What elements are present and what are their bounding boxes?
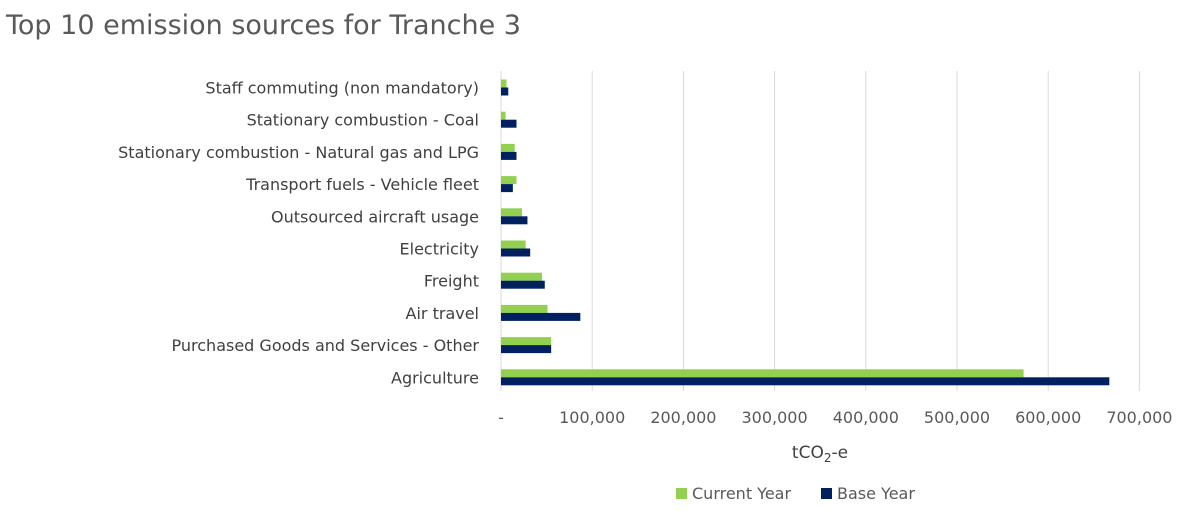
bar-current-year-0	[501, 79, 507, 88]
bar-current-year-4	[501, 208, 522, 217]
legend-item-current-year[interactable]: Current Year	[676, 484, 791, 503]
legend-item-base-year[interactable]: Base Year	[821, 484, 915, 503]
bar-current-year-8	[501, 337, 552, 346]
chart-title: Top 10 emission sources for Tranche 3	[6, 10, 521, 41]
x-tick-label-6: 600,000	[1015, 408, 1081, 427]
x-tick-label-4: 400,000	[833, 408, 899, 427]
legend-swatch-current-year	[676, 488, 687, 499]
category-label-6: Freight	[424, 272, 479, 291]
bar-base-year-1	[501, 119, 517, 128]
bar-base-year-3	[501, 184, 513, 193]
x-tick-label-1: 100,000	[559, 408, 625, 427]
x-tick-label-2: 200,000	[650, 408, 716, 427]
category-label-0: Staff commuting (non mandatory)	[205, 79, 479, 98]
bar-current-year-3	[501, 176, 517, 185]
x-tick-label-7: 700,000	[1106, 408, 1172, 427]
bar-current-year-9	[501, 369, 1024, 378]
category-label-7: Air travel	[406, 304, 479, 323]
category-label-8: Purchased Goods and Services - Other	[172, 336, 480, 355]
bar-base-year-7	[501, 312, 581, 321]
category-label-3: Transport fuels - Vehicle fleet	[245, 175, 479, 194]
category-label-2: Stationary combustion - Natural gas and …	[118, 143, 479, 162]
legend: Current Year Base Year	[0, 484, 1200, 506]
bar-base-year-6	[501, 280, 545, 289]
bar-base-year-4	[501, 216, 528, 225]
bar-current-year-1	[501, 111, 506, 120]
legend-label-current-year: Current Year	[692, 484, 792, 503]
category-label-4: Outsourced aircraft usage	[271, 207, 479, 226]
category-label-9: Agriculture	[391, 368, 479, 387]
legend-label-base-year: Base Year	[837, 484, 915, 503]
x-tick-label-0: -	[498, 408, 504, 427]
bar-current-year-5	[501, 240, 526, 249]
bar-current-year-7	[501, 304, 548, 313]
bar-current-year-6	[501, 272, 543, 281]
category-label-5: Electricity	[400, 240, 479, 259]
legend-swatch-base-year	[821, 488, 832, 499]
bar-current-year-2	[501, 143, 515, 152]
bar-base-year-9	[501, 377, 1110, 386]
bar-base-year-8	[501, 345, 552, 354]
x-axis-title: tCO2-e	[792, 443, 848, 465]
x-tick-label-5: 500,000	[924, 408, 990, 427]
bar-base-year-0	[501, 87, 509, 96]
category-label-1: Stationary combustion - Coal	[247, 111, 479, 130]
bar-base-year-5	[501, 248, 531, 257]
x-tick-label-3: 300,000	[742, 408, 808, 427]
bar-base-year-2	[501, 151, 517, 160]
